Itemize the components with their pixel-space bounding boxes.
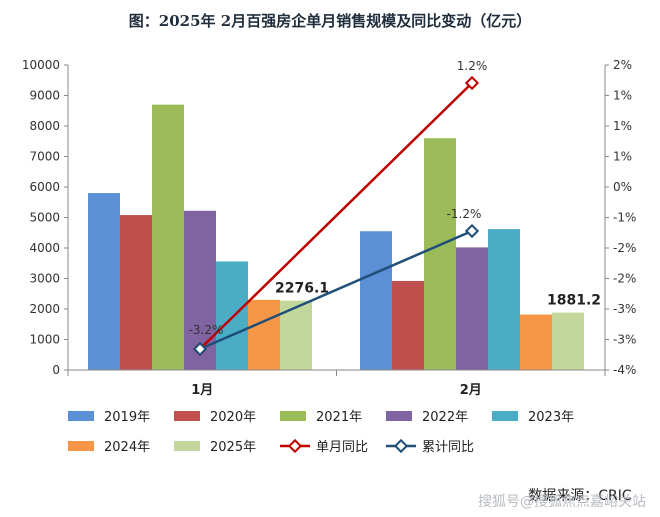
y-right-tick-label: 2% bbox=[613, 58, 632, 72]
bar bbox=[152, 104, 184, 371]
y-right-tick-label: 0% bbox=[613, 180, 632, 194]
line-data-label: -1.2% bbox=[447, 207, 482, 221]
bars bbox=[88, 104, 584, 371]
legend-swatch bbox=[68, 441, 94, 451]
legend-swatch bbox=[174, 441, 200, 451]
bar bbox=[424, 138, 456, 370]
line-marker bbox=[192, 341, 208, 357]
bar-data-label: 2276.1 bbox=[275, 281, 329, 297]
legend-swatch bbox=[492, 411, 518, 421]
legend-label: 2022年 bbox=[422, 410, 468, 425]
bar-data-label: 1881.2 bbox=[547, 293, 601, 309]
legend: 2019年 2020年 2021年 2022年 2023年 2024年 2025年 单月同比 累… bbox=[68, 410, 574, 455]
legend-marker bbox=[287, 438, 303, 454]
legend-label: 累计同比 bbox=[422, 440, 474, 455]
line-series bbox=[192, 75, 480, 357]
y-right-tick-label: -3% bbox=[613, 302, 636, 316]
legend-marker bbox=[393, 438, 409, 454]
line-单月同比 bbox=[199, 82, 473, 350]
bar bbox=[88, 193, 120, 370]
legend-swatch bbox=[280, 411, 306, 421]
bar bbox=[488, 229, 520, 370]
bar bbox=[120, 215, 152, 370]
y-right-tick-label: -2% bbox=[613, 272, 636, 286]
legend-label: 2025年 bbox=[210, 440, 256, 455]
y-left-tick-label: 8000 bbox=[29, 119, 60, 133]
source-text: 数据来源：CRIC bbox=[528, 488, 632, 504]
y-left-tick-label: 6000 bbox=[29, 180, 60, 194]
bar bbox=[520, 314, 552, 370]
legend-label: 单月同比 bbox=[316, 440, 368, 455]
line-marker bbox=[464, 223, 480, 239]
y-left-tick-label: 5000 bbox=[29, 211, 60, 225]
legend-label: 2021年 bbox=[316, 410, 362, 425]
legend-swatch bbox=[386, 411, 412, 421]
bar bbox=[360, 231, 392, 370]
y-right-tick-label: 1% bbox=[613, 150, 632, 164]
legend-swatch bbox=[68, 411, 94, 421]
legend-swatch bbox=[174, 411, 200, 421]
y-right-tick-label: 1% bbox=[613, 89, 632, 103]
legend-label: 2019年 bbox=[104, 410, 150, 425]
y-right-tick-label: -3% bbox=[613, 333, 636, 347]
y-right-tick-label: 1% bbox=[613, 119, 632, 133]
y-left-tick-label: 2000 bbox=[29, 302, 60, 316]
y-left-tick-label: 1000 bbox=[29, 333, 60, 347]
bar bbox=[456, 247, 488, 370]
watermark-text: 搜狐号@搜狐焦点嘉峪关站 bbox=[478, 494, 646, 510]
y-right-tick-label: -2% bbox=[613, 241, 636, 255]
y-left-tick-label: 7000 bbox=[29, 150, 60, 164]
legend-label: 2020年 bbox=[210, 410, 256, 425]
y-left-tick-label: 9000 bbox=[29, 89, 60, 103]
line-累计同比 bbox=[199, 229, 473, 351]
data-labels: 2276.1 1881.2 1.2% -1.2% -3.2% bbox=[189, 59, 601, 337]
y-left-tick-label: 10000 bbox=[22, 58, 60, 72]
y-left-tick-label: 3000 bbox=[29, 272, 60, 286]
y-left-tick-label: 0 bbox=[52, 363, 60, 377]
axes: 0 1000 2000 3000 4000 5000 6000 7000 8000 9000 100… bbox=[22, 58, 637, 398]
x-tick-label: 2月 bbox=[460, 383, 482, 398]
legend-label: 2023年 bbox=[528, 410, 574, 425]
line-marker bbox=[464, 75, 480, 91]
bar bbox=[248, 299, 280, 370]
line-data-label: -3.2% bbox=[189, 323, 224, 337]
x-tick-label: 1月 bbox=[191, 383, 213, 398]
bar bbox=[216, 261, 248, 370]
y-left-tick-label: 4000 bbox=[29, 241, 60, 255]
y-right-tick-label: -1% bbox=[613, 211, 636, 225]
legend-label: 2024年 bbox=[104, 440, 150, 455]
chart-title: 图：2025年 2月百强房企单月销售规模及同比变动（亿元） bbox=[129, 12, 531, 30]
bar bbox=[392, 280, 424, 370]
line-data-label: 1.2% bbox=[457, 59, 488, 73]
bar bbox=[552, 312, 584, 370]
y-right-tick-label: -4% bbox=[613, 363, 636, 377]
